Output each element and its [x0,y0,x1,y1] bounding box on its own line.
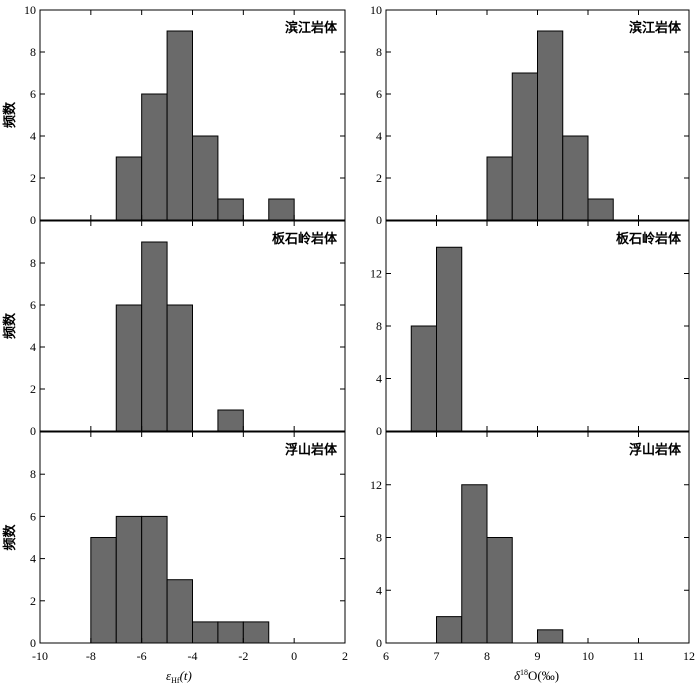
bar [562,135,589,221]
bar [410,325,437,432]
panel-title: 浮山岩体 [629,442,682,458]
y-tick-label: 4 [376,372,382,386]
y-tick-label: 12 [370,267,382,281]
svg-text:δ18O(‰): δ18O(‰) [514,668,559,683]
bar [486,537,513,644]
y-tick-label: 0 [30,213,36,227]
bar [192,135,219,221]
bar [115,304,143,432]
bar [217,198,244,221]
y-tick-label: 0 [30,636,36,650]
bar [90,537,117,644]
x-tick-label: 10 [582,649,594,663]
bar [141,93,168,221]
panel-4: 0 4 8 12 板石岭岩体 [370,220,690,438]
x-tick-label: -6 [137,649,147,663]
bar [587,198,614,221]
y-tick-label: 10 [370,3,382,17]
x-tick-label: -2 [238,649,248,663]
bar [192,621,219,644]
x-tick-label: 11 [633,649,645,663]
y-tick-label: 0 [376,636,382,650]
epsilon-symbol: ε [166,668,172,683]
bar [141,515,168,644]
y-tick-label: 2 [30,171,36,185]
bar [268,198,295,221]
bar [166,579,193,644]
y-tick-label: 8 [30,467,36,481]
bar [436,616,463,644]
panel-title: 板石岭岩体 [272,231,338,247]
hf-subscript: Hf [171,676,180,685]
bar [461,484,488,644]
y-tick-label: 8 [30,256,36,270]
bar [537,30,564,221]
y-tick-label: 6 [30,298,36,312]
panel-title: 板石岭岩体 [616,231,682,247]
y-tick-label: 8 [376,531,382,545]
y-tick-label: 4 [30,552,36,566]
panel-title: 浮山岩体 [285,442,338,458]
y-axis-label: 频数 [2,524,18,551]
panel-frame [385,431,690,644]
bar [511,72,538,221]
y-tick-label: 12 [370,478,382,492]
y-tick-label: 6 [30,87,36,101]
y-tick-label: 8 [376,45,382,59]
bar [486,156,513,221]
bar [115,156,143,221]
bar [242,621,270,644]
bar [217,409,244,432]
y-tick-label: 6 [376,87,382,101]
x-tick-label: 8 [484,649,490,663]
y-tick-label: 2 [376,171,382,185]
panel-title: 滨江岩体 [285,20,338,36]
y-tick-label: 2 [30,594,36,608]
x-tick-label: -8 [86,649,96,663]
panel-2: 0 2 4 6 8 10 滨江岩体 [370,3,690,227]
x-tick-label: -4 [188,649,198,663]
y-axis-label: 频数 [2,312,18,339]
y-tick-label: 4 [376,583,382,597]
delta-symbol: δ [514,668,521,683]
y-tick-label: 8 [376,319,382,333]
svg-text:εHf(t): εHf(t) [166,668,192,685]
x-axis-label-left: εHf(t) δ18O(‰) [0,666,700,686]
o-permil: O(‰) [528,668,559,683]
bar [166,30,193,221]
bar [141,241,168,432]
t-argument: (t) [180,668,192,683]
bar [115,515,143,644]
bar [537,629,564,644]
x-tick-label: 12 [683,649,695,663]
y-tick-label: 4 [30,129,36,143]
bar [217,621,244,644]
y-tick-label: 0 [30,424,36,438]
x-tick-label: 9 [535,649,541,663]
o18-superscript: 18 [520,668,528,677]
panel-6: 0 4 8 12 6 7 8 9 10 11 12 浮山岩体 [370,431,695,663]
bar [436,246,463,432]
y-tick-label: 0 [376,424,382,438]
x-tick-label: 0 [291,649,297,663]
y-tick-label: 8 [30,45,36,59]
bar [166,304,193,432]
y-axis-label: 频数 [2,101,18,128]
y-tick-label: 2 [30,382,36,396]
y-tick-label: 6 [30,509,36,523]
x-tick-label: 2 [342,649,348,663]
x-tick-label: -10 [32,649,48,663]
y-tick-label: 0 [376,213,382,227]
y-tick-label: 4 [376,129,382,143]
x-tick-label: 6 [383,649,389,663]
y-tick-label: 10 [24,3,36,17]
panel-title: 滨江岩体 [629,20,682,36]
y-tick-label: 4 [30,340,36,354]
x-tick-label: 7 [434,649,440,663]
